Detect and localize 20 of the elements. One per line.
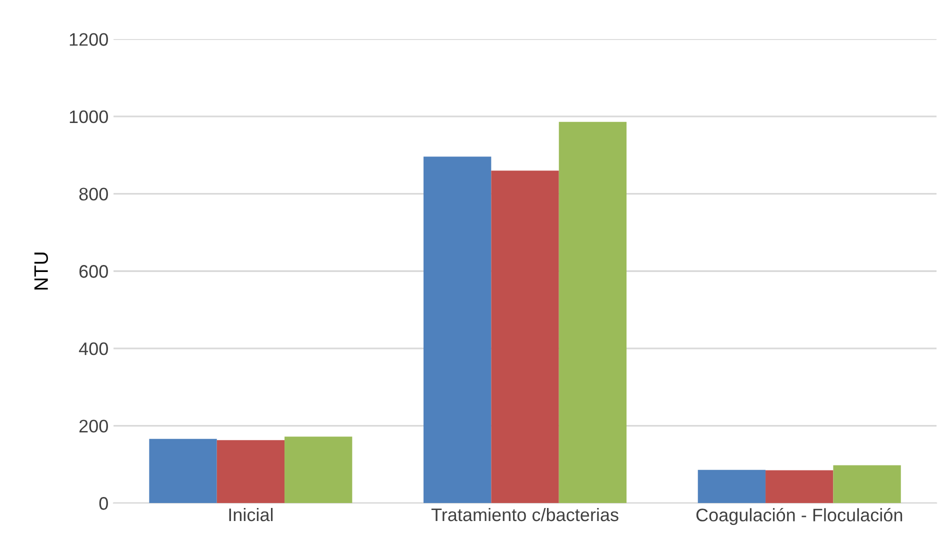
bar	[491, 170, 559, 504]
y-tick-label: 600	[79, 265, 108, 278]
bar	[216, 440, 285, 504]
x-tick-label: Coagulación - Floculación	[696, 508, 902, 526]
bar	[424, 156, 492, 504]
bar	[698, 470, 766, 504]
y-tick-label: 1200	[70, 33, 108, 46]
bar	[833, 465, 901, 504]
bar	[766, 470, 834, 504]
x-tick-label: Tratamiento c/bacterias	[431, 508, 618, 522]
y-tick-label: 1000	[70, 110, 108, 124]
bar	[558, 122, 627, 504]
bar	[284, 436, 352, 504]
y-tick-label: 400	[78, 342, 108, 356]
bar	[149, 438, 217, 504]
y-tick-label: 200	[79, 420, 108, 432]
y-axis-title: NTU	[34, 252, 48, 290]
y-tick-label: 800	[79, 188, 108, 201]
x-tick-label: Inicial	[229, 508, 273, 522]
y-tick-label: 0	[99, 497, 108, 510]
